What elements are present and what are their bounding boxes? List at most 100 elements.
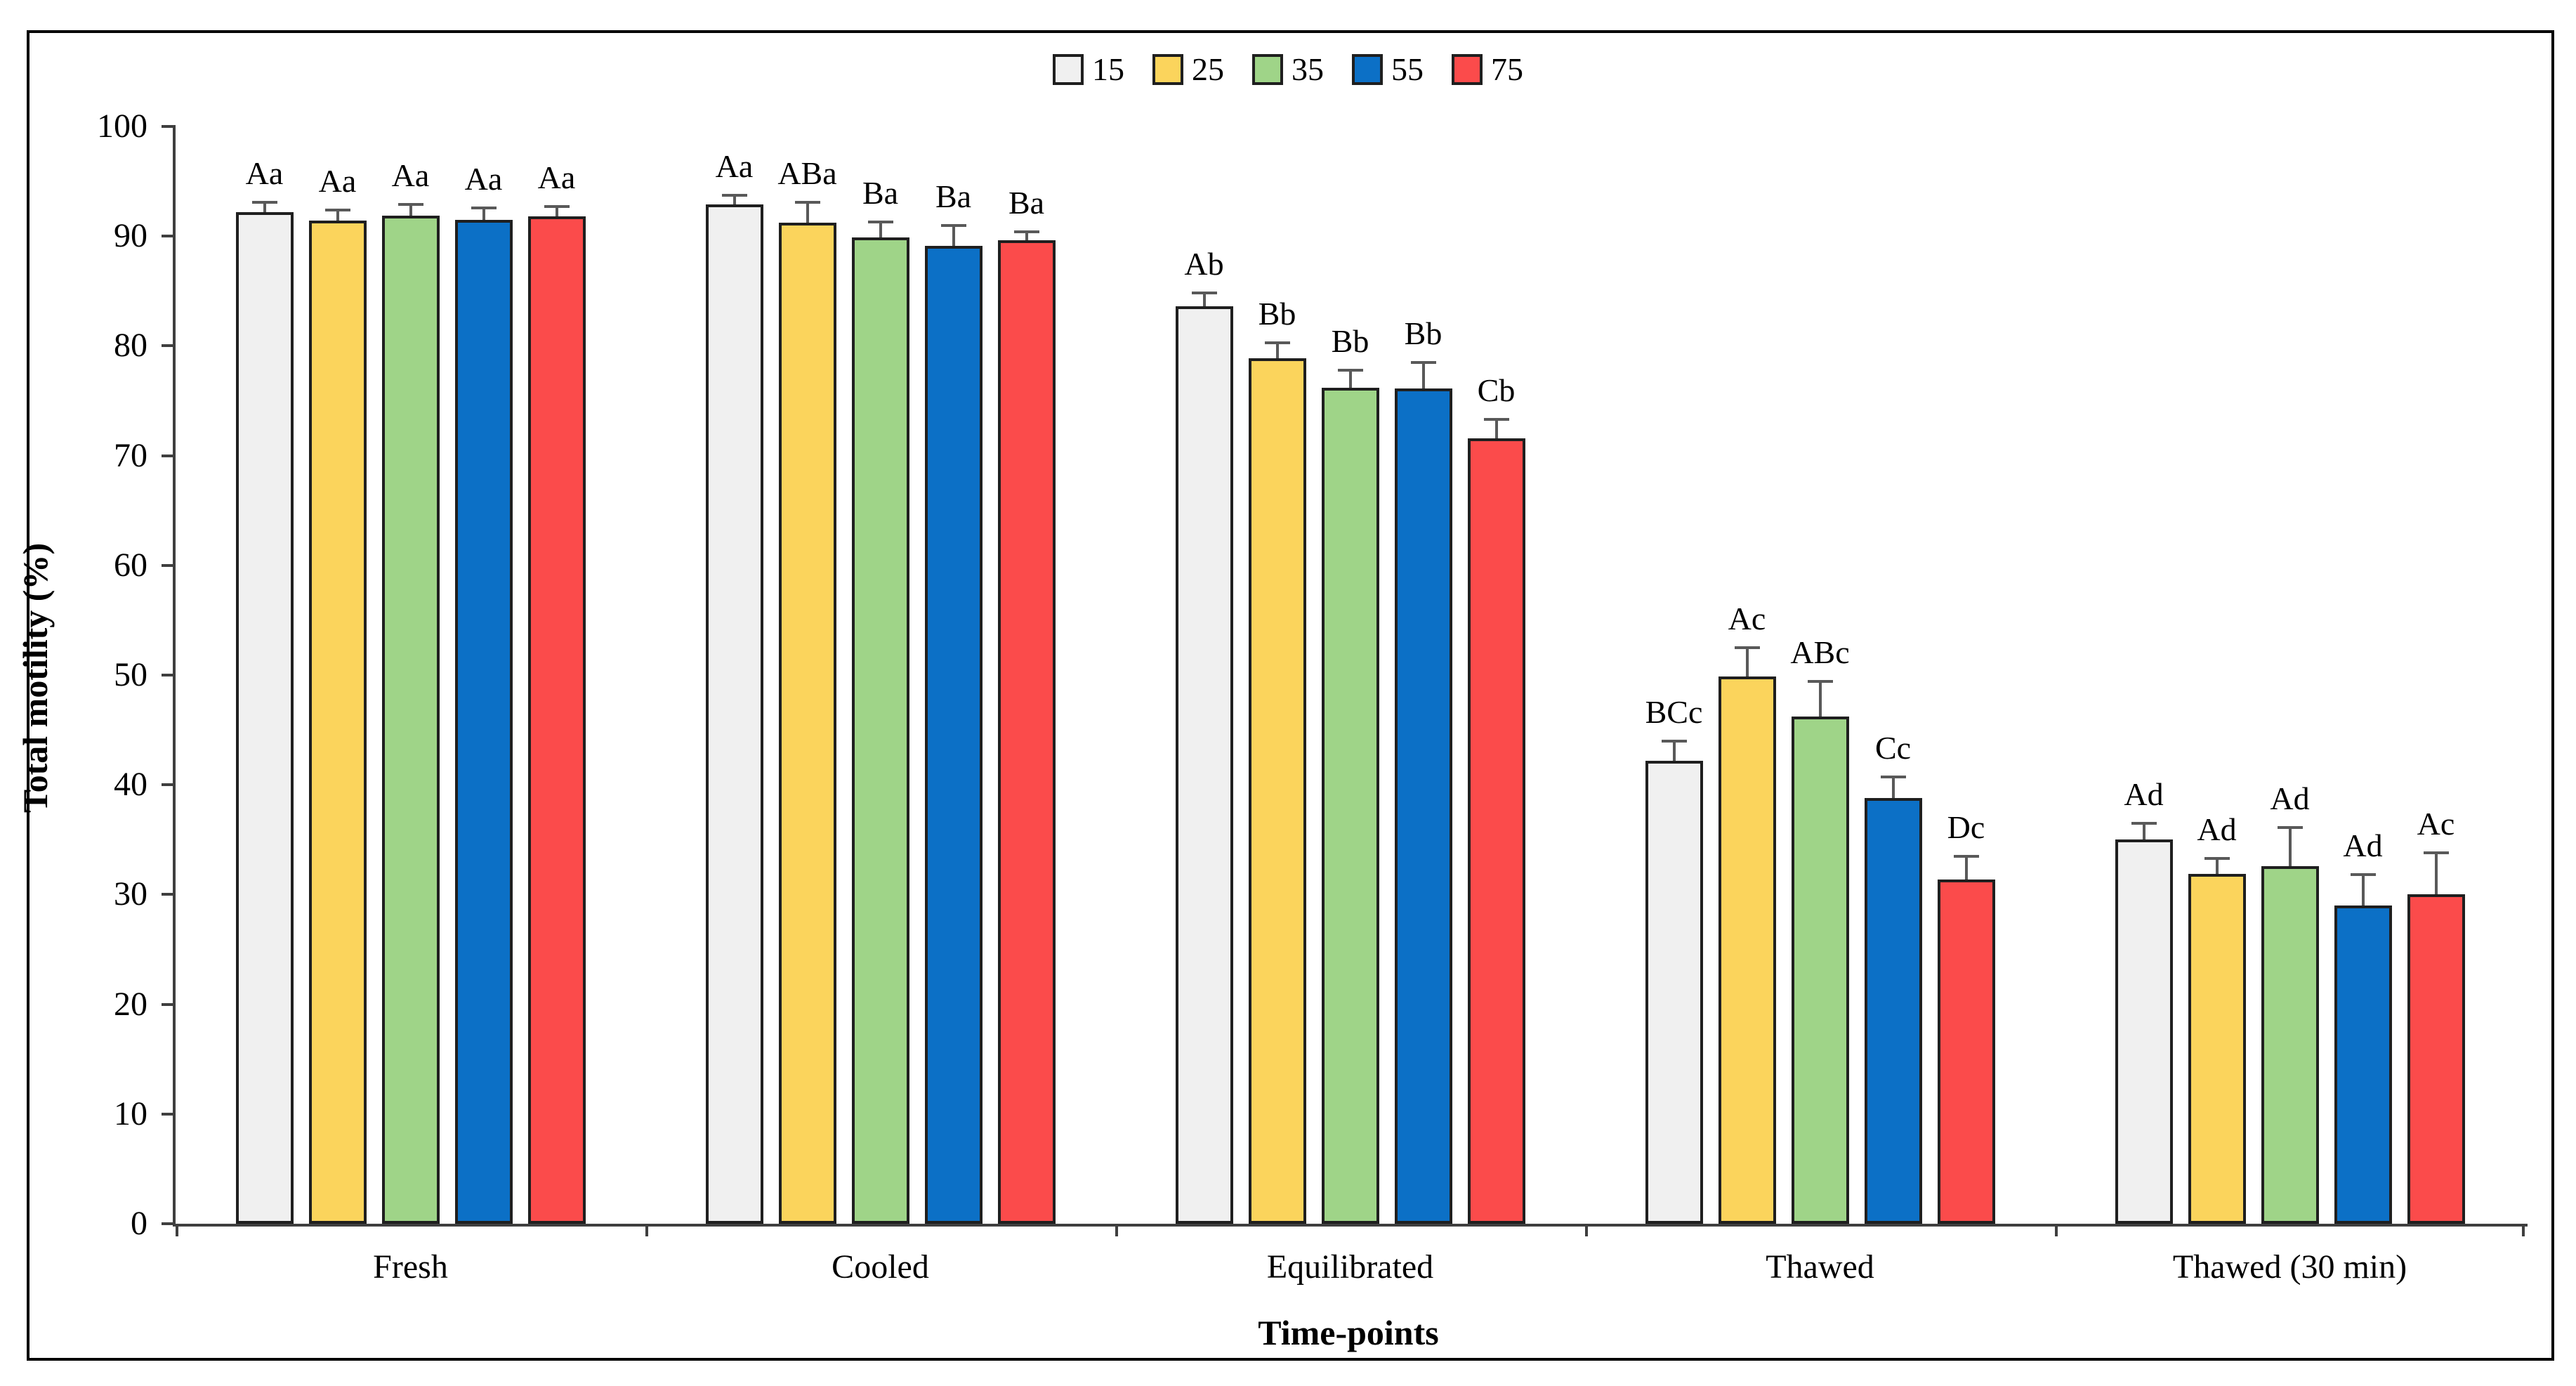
significance-label: Bb: [1331, 322, 1369, 359]
legend: 15 25 35 55 75: [0, 53, 2576, 86]
legend-item: 55: [1352, 53, 1424, 86]
legend-item: 75: [1452, 53, 1523, 86]
error-bar-stem: [1964, 856, 1968, 880]
error-bar-stem: [2434, 853, 2438, 895]
error-bar-stem: [952, 225, 955, 247]
y-tick-label: 40: [114, 766, 147, 804]
x-tick: [2522, 1227, 2525, 1236]
error-bar-cap: [2350, 873, 2376, 877]
y-tick-label: 100: [97, 107, 147, 145]
significance-label: Ac: [2417, 806, 2455, 842]
error-bar-stem: [1818, 681, 1822, 717]
significance-label: Bb: [1258, 295, 1296, 332]
x-tick: [2055, 1227, 2058, 1236]
bar: [1791, 717, 1849, 1224]
legend-swatch: [1152, 54, 1183, 85]
error-bar-cap: [324, 208, 350, 211]
x-tick: [1585, 1227, 1588, 1236]
legend-item: 35: [1252, 53, 1324, 86]
significance-label: ABc: [1790, 634, 1850, 671]
y-tick-label: 70: [114, 436, 147, 474]
error-bar-cap: [471, 206, 497, 209]
significance-label: Dc: [1947, 809, 1985, 845]
legend-item: 15: [1053, 53, 1124, 86]
error-bar-cap: [2131, 821, 2157, 825]
y-tick-label: 30: [114, 875, 147, 913]
significance-label: Ad: [2197, 811, 2237, 847]
legend-swatch: [1053, 54, 1084, 85]
y-tick: [162, 674, 173, 676]
y-tick-label: 20: [114, 985, 147, 1023]
bar: [1248, 358, 1306, 1224]
error-bar-cap: [1953, 854, 1979, 858]
bar: [308, 221, 367, 1224]
error-bar-stem: [806, 202, 809, 223]
category-label: Thawed: [1766, 1248, 1874, 1286]
error-bar-stem: [1421, 362, 1425, 389]
y-tick-label: 60: [114, 546, 147, 584]
error-bar-stem: [263, 202, 266, 212]
significance-label: Aa: [715, 148, 754, 185]
y-tick-label: 50: [114, 656, 147, 693]
error-bar-stem: [2288, 828, 2292, 866]
error-bar-cap: [1734, 646, 1760, 649]
error-bar-cap: [544, 205, 570, 209]
significance-label: Cb: [1477, 372, 1516, 409]
error-bar-cap: [721, 194, 747, 197]
significance-label: Ad: [2270, 780, 2310, 817]
x-tick: [176, 1227, 178, 1236]
error-bar-stem: [879, 221, 882, 237]
x-axis-title: Time-points: [1258, 1313, 1439, 1352]
error-bar-stem: [336, 209, 339, 221]
significance-label: Aa: [391, 157, 430, 193]
error-bar-cap: [2423, 851, 2449, 855]
significance-label: ABa: [777, 155, 837, 191]
bar: [2407, 894, 2465, 1224]
category-label: Equilibrated: [1266, 1248, 1434, 1286]
significance-label: Aa: [245, 155, 284, 191]
bar: [527, 216, 586, 1224]
bar: [2188, 873, 2246, 1224]
bar: [2261, 865, 2319, 1224]
bar: [1321, 387, 1379, 1224]
error-bar-cap: [397, 202, 423, 206]
legend-label: 15: [1092, 51, 1124, 87]
bar: [1645, 760, 1703, 1224]
bar: [235, 211, 294, 1224]
error-bar-cap: [1483, 418, 1509, 421]
significance-label: Ba: [935, 178, 972, 214]
legend-label: 75: [1491, 51, 1523, 87]
significance-label: Cc: [1874, 730, 1912, 766]
error-bar-stem: [1348, 370, 1352, 388]
bar: [851, 237, 909, 1224]
error-bar-stem: [1494, 419, 1498, 438]
bar: [1394, 388, 1452, 1224]
y-tick: [162, 235, 173, 238]
error-bar-cap: [794, 200, 820, 204]
significance-label: Ad: [2343, 828, 2383, 864]
y-tick: [162, 344, 173, 348]
error-bar-stem: [409, 204, 412, 216]
y-tick: [162, 454, 173, 457]
bar: [1467, 438, 1525, 1224]
y-tick-label: 80: [114, 327, 147, 365]
error-bar-stem: [2142, 823, 2145, 840]
error-bar-stem: [1025, 231, 1028, 241]
legend-swatch: [1252, 54, 1283, 85]
error-bar-stem: [2215, 858, 2219, 874]
error-bar-cap: [1880, 776, 1906, 779]
bar: [1937, 879, 1995, 1224]
x-axis-line: [173, 1224, 2528, 1227]
legend-swatch: [1452, 54, 1483, 85]
significance-label: Aa: [318, 162, 357, 199]
y-tick: [162, 783, 173, 787]
legend-item: 25: [1152, 53, 1224, 86]
error-bar-cap: [940, 223, 966, 227]
y-tick: [162, 893, 173, 896]
significance-label: Ba: [862, 174, 899, 211]
bar: [997, 240, 1056, 1224]
bar: [2334, 906, 2392, 1224]
bar: [454, 219, 513, 1224]
category-label: Cooled: [832, 1248, 929, 1286]
y-tick-label: 10: [114, 1094, 147, 1132]
